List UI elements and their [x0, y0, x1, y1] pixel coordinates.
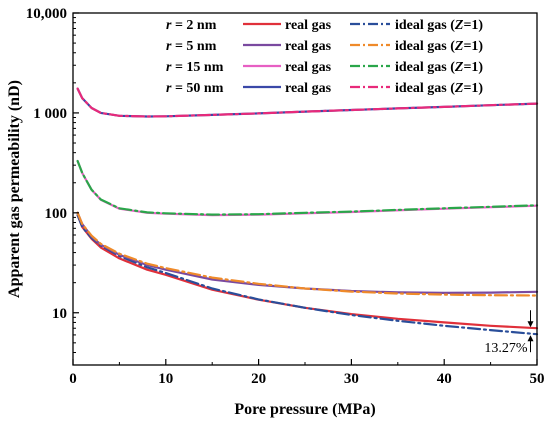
- x-tick-label: 20: [251, 371, 266, 387]
- annotation-arrowhead-top: [527, 321, 534, 328]
- x-tick-label: 10: [158, 371, 173, 387]
- series-layer: [76, 87, 539, 336]
- series-line-6: [76, 159, 539, 216]
- series-line-1: [76, 214, 539, 330]
- y-tick-label: 10: [52, 306, 67, 322]
- x-tick-label: 40: [437, 371, 452, 387]
- legend-radius-4: r = 50 nm: [166, 81, 224, 96]
- legend-ideal-label: ideal gas (Z=1): [395, 81, 483, 96]
- annotation: 13.27%: [484, 310, 534, 356]
- legend-ideal-label: ideal gas (Z=1): [395, 39, 483, 54]
- series-line-5: [76, 159, 539, 217]
- series-line-2: [76, 214, 539, 336]
- legend-ideal-label: ideal gas (Z=1): [395, 18, 483, 33]
- x-tick-label: 50: [530, 371, 545, 387]
- legend: r = 2 nm real gas ideal gas (Z=1) r = 5 nm r…: [166, 18, 483, 96]
- x-tick-label: 30: [344, 371, 359, 387]
- annotation-arrowhead-bottom: [527, 335, 534, 342]
- legend-real-label: real gas: [285, 39, 332, 54]
- y-tick-label: 10,000: [26, 6, 67, 22]
- legend-ideal-label: ideal gas (Z=1): [395, 60, 483, 75]
- x-axis-label: Pore pressure (MPa): [234, 401, 375, 418]
- y-tick-label: 1 000: [33, 106, 67, 122]
- legend-radius-2: r = 5 nm: [166, 39, 217, 54]
- series-line-4: [76, 211, 539, 297]
- y-axis-label: Apparent gas permeability (nD): [6, 80, 23, 298]
- legend-radius-1: r = 2 nm: [166, 18, 217, 33]
- series-line-8: [76, 87, 539, 118]
- x-tick-label: 0: [69, 371, 77, 387]
- legend-radius-3: r = 15 nm: [166, 60, 224, 75]
- annotation-label: 13.27%: [484, 341, 528, 356]
- series-line-3: [76, 211, 539, 294]
- legend-real-label: real gas: [285, 81, 332, 96]
- y-tick-label: 100: [45, 206, 68, 222]
- legend-real-label: real gas: [285, 18, 332, 33]
- legend-real-label: real gas: [285, 60, 332, 75]
- ticks-layer: 0 10 20 30 40 50 10 100 1 000 10,000: [26, 6, 545, 387]
